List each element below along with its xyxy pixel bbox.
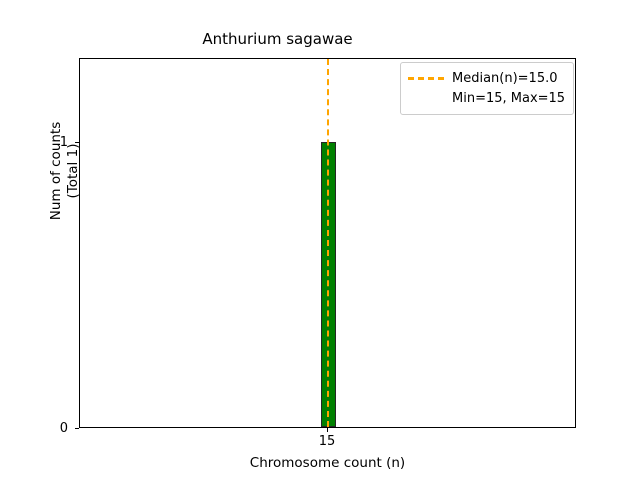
- legend-swatch-empty: [408, 88, 444, 108]
- y-tick-label-1: 1: [59, 135, 68, 150]
- y-tick-mark-1: [75, 141, 79, 143]
- legend-item-median: Median(n)=15.0: [408, 68, 566, 88]
- plot-area: [79, 58, 576, 428]
- legend-label-median: Median(n)=15.0: [452, 70, 558, 86]
- legend-item-minmax: Min=15, Max=15: [408, 88, 566, 108]
- median-line: [327, 59, 329, 427]
- chart-title: Anthurium sagawae: [202, 30, 353, 48]
- dashed-line-icon: [408, 68, 444, 88]
- x-tick-mark-15: [327, 428, 329, 432]
- legend-label-minmax: Min=15, Max=15: [452, 90, 566, 106]
- y-tick-label-0: 0: [59, 421, 68, 436]
- x-axis-label: Chromosome count (n): [249, 455, 406, 471]
- x-tick-label-15: 15: [318, 434, 336, 449]
- y-tick-mark-0: [75, 427, 79, 429]
- legend: Median(n)=15.0 Min=15, Max=15: [400, 62, 574, 115]
